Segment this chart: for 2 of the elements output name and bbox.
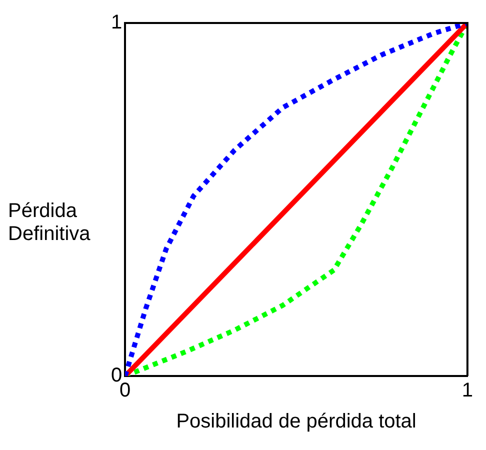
y-axis-title: Pérdida Definitiva	[8, 200, 92, 246]
x-axis-title: Posibilidad de pérdida total	[176, 410, 416, 433]
